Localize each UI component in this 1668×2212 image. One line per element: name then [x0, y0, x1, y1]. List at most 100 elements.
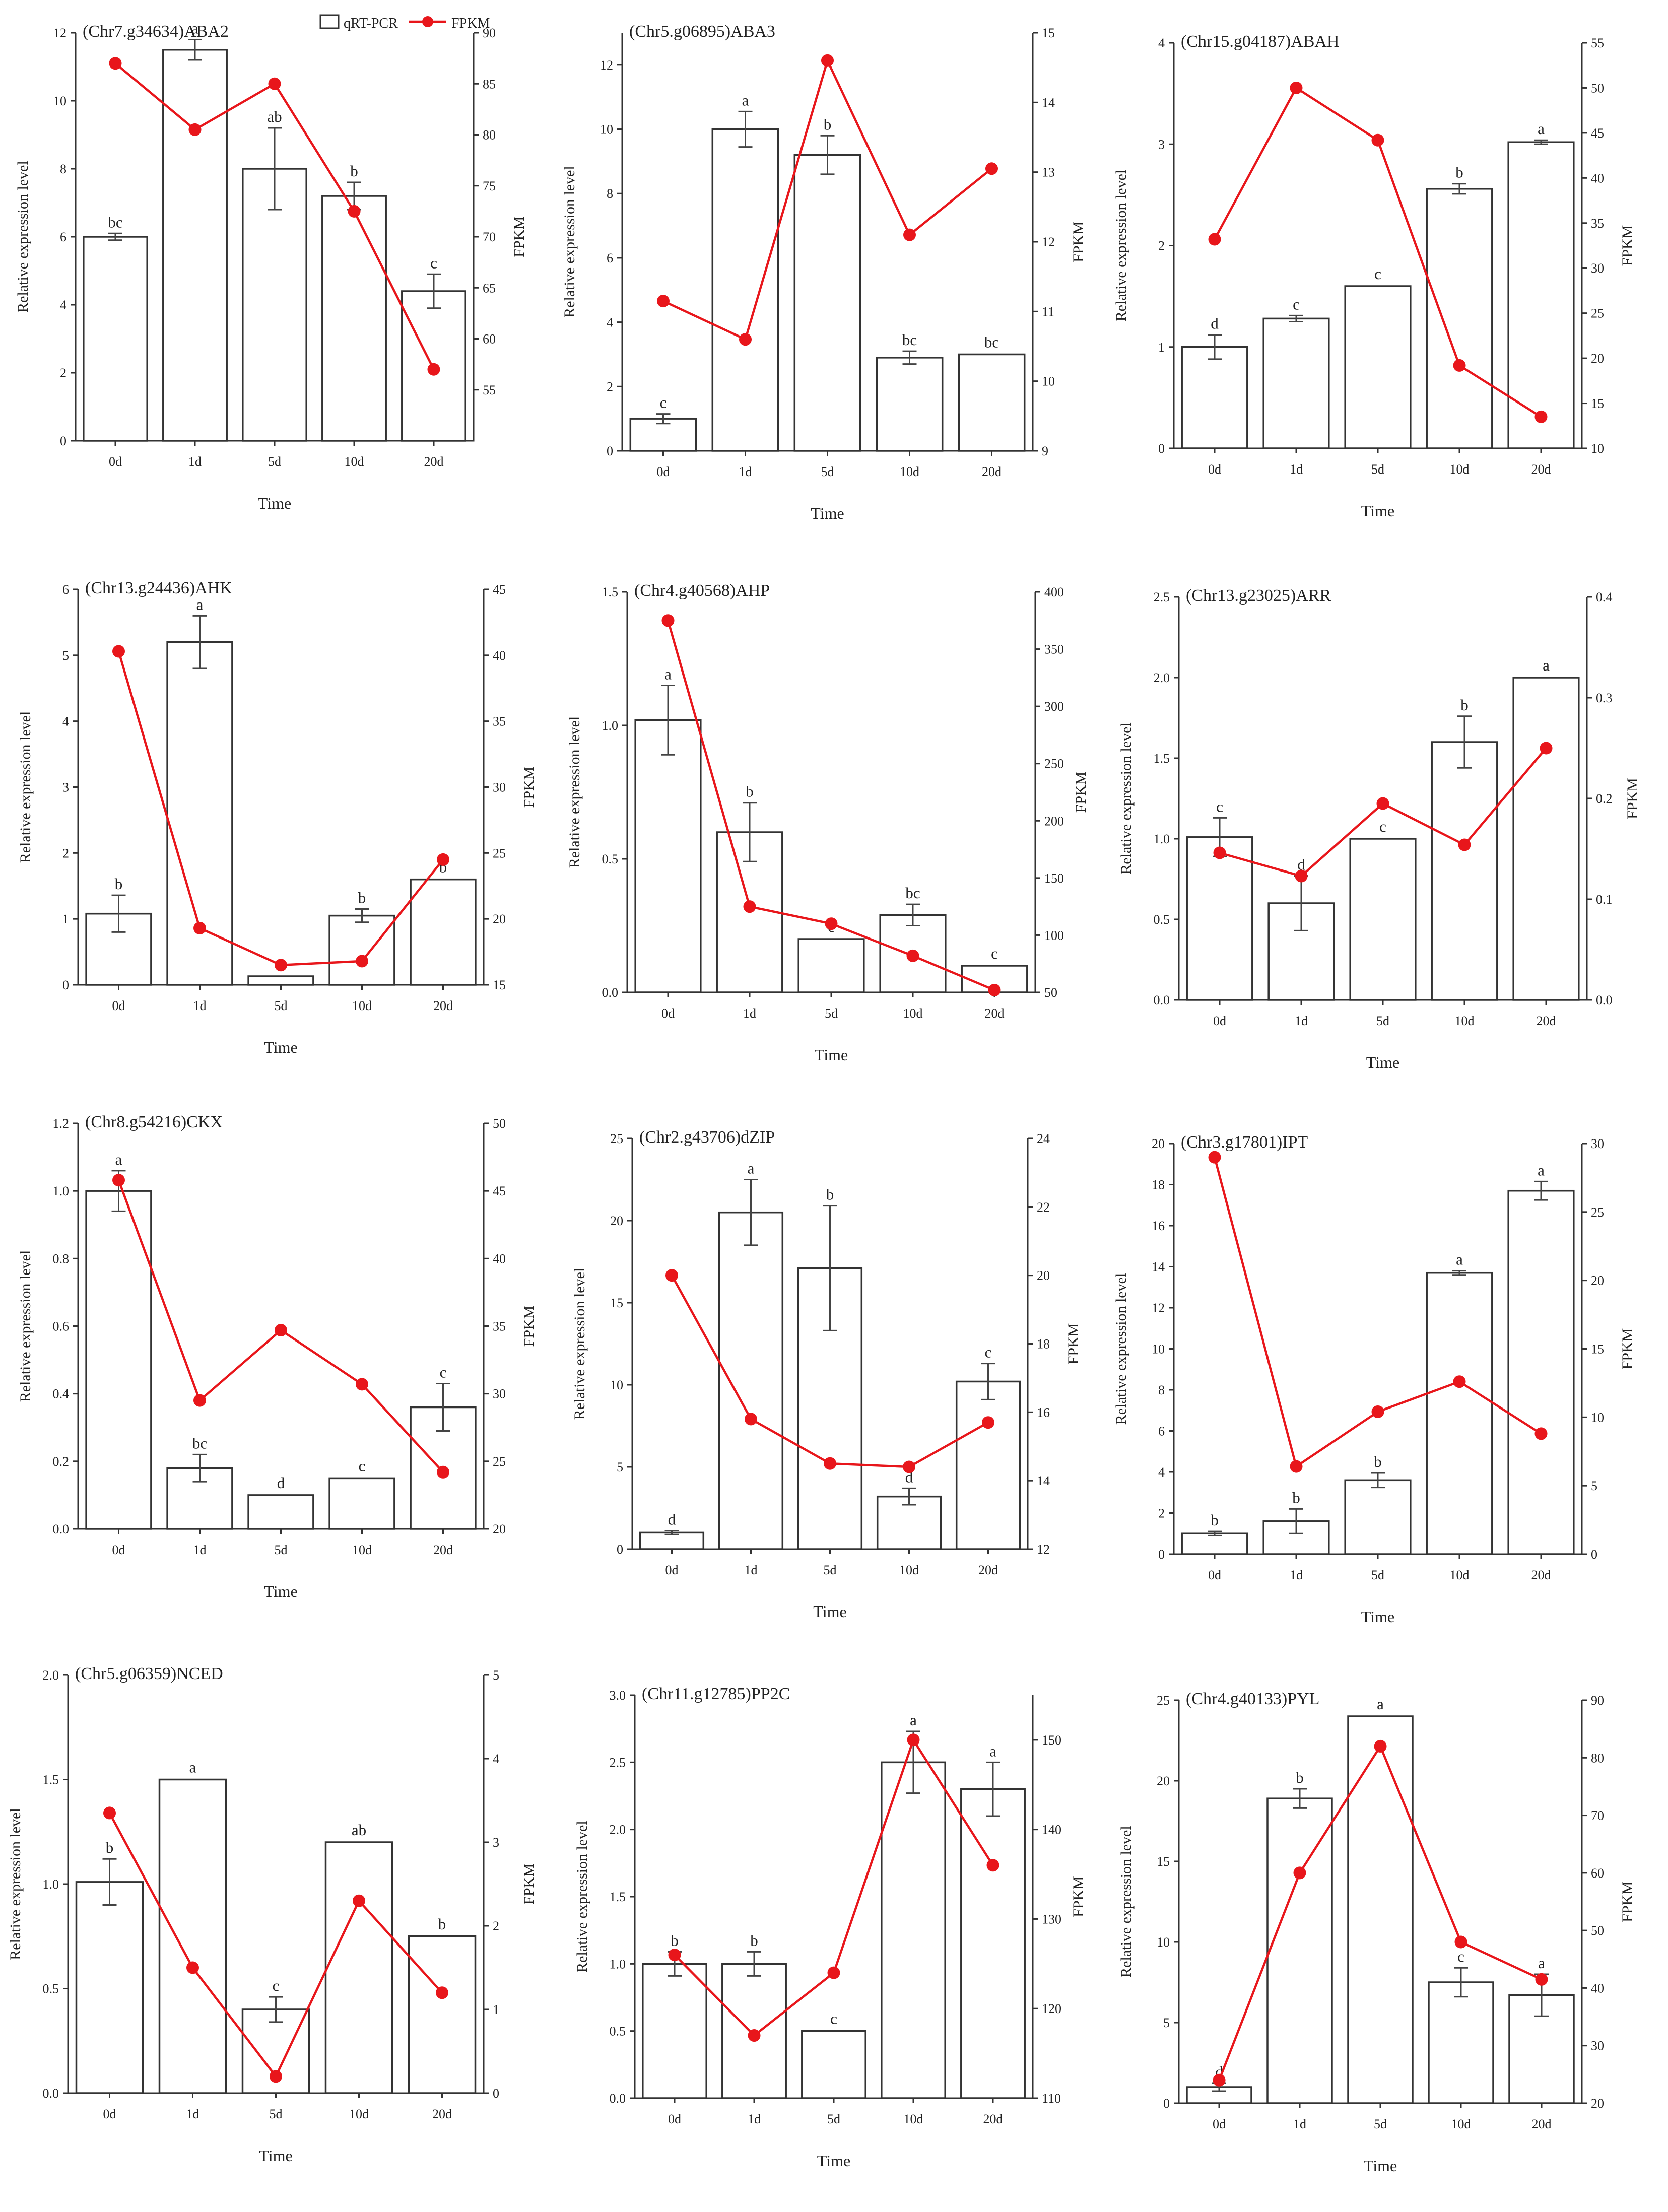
significance-label: bc: [902, 331, 917, 349]
significance-label: d: [277, 1474, 285, 1492]
y-tick-label: 8: [60, 162, 66, 176]
y2-tick-label: 0.0: [1596, 993, 1613, 1008]
significance-label: a: [115, 1151, 122, 1168]
y2-tick-label: 75: [483, 179, 496, 193]
significance-label: b: [671, 1931, 679, 1949]
bar: [1181, 1532, 1248, 1555]
x-tick-label: 5d: [270, 2107, 283, 2121]
significance-label: a: [989, 1742, 996, 1760]
y-tick-label: 2.0: [610, 1823, 626, 1837]
fpkm-point: [1534, 410, 1548, 423]
y2-tick-label: 10: [1042, 374, 1055, 389]
chart-panel: (Chr4.g40568)AHP 0.0 0.5 1.0 1.5 50 100 150 200 2…: [566, 581, 1089, 1064]
y2-tick-label: 50: [493, 1116, 506, 1131]
fpkm-point: [437, 1465, 449, 1479]
chart-panel: (Chr2.g43706)dZIP 0 5 10 15 20 25 12 14 16 18 20 22 2…: [571, 1128, 1082, 1621]
fpkm-point: [903, 1460, 915, 1473]
y2-tick-label: 120: [1042, 2001, 1061, 2016]
y2-tick-label: 100: [1044, 928, 1064, 943]
bar: [1428, 1981, 1494, 2104]
y-axis-title: Relative expression level: [561, 166, 578, 318]
fpkm-point: [1371, 133, 1384, 147]
y2-tick-label: 20: [1591, 2096, 1604, 2111]
significance-label: c: [1457, 1948, 1464, 1965]
panel-title: (Chr13.g24436)AHK: [85, 579, 232, 597]
x-axis-title: Time: [817, 2152, 850, 2170]
y-tick-label: 1.2: [53, 1116, 70, 1131]
y-tick-label: 6: [62, 582, 69, 597]
y-tick-label: 0: [1163, 2096, 1170, 2111]
y2-tick-label: 12: [1037, 1542, 1050, 1557]
x-tick-label: 1d: [748, 2112, 761, 2126]
fpkm-point: [906, 949, 919, 962]
fpkm-point: [186, 1961, 199, 1974]
fpkm-point: [1376, 797, 1389, 810]
chart-panel: (Chr7.g34634)ABA2 0 2 4 6 8 10 12 55 60 65 70 75 80 85…: [15, 20, 527, 513]
fpkm-point: [988, 983, 1001, 996]
y2-tick-label: 90: [1591, 1693, 1604, 1708]
y-tick-label: 0.2: [53, 1454, 70, 1469]
significance-label: d: [668, 1510, 676, 1528]
panel-title: (Chr3.g17801)IPT: [1181, 1133, 1308, 1152]
x-tick-label: 10d: [899, 1563, 919, 1577]
y2-tick-label: 20: [1591, 351, 1604, 366]
y-tick-label: 0.6: [53, 1319, 70, 1334]
x-tick-label: 20d: [424, 454, 444, 469]
fpkm-point: [825, 917, 838, 930]
y-tick-label: 0: [617, 1542, 623, 1557]
fpkm-point: [270, 2070, 282, 2083]
fpkm-point: [1374, 1739, 1387, 1753]
x-tick-label: 1d: [186, 2107, 199, 2121]
y2-tick-label: 130: [1042, 1912, 1061, 1926]
y-tick-label: 25: [610, 1131, 623, 1146]
bar: [1181, 346, 1248, 449]
x-tick-label: 5d: [1371, 462, 1384, 477]
fpkm-point: [1535, 1973, 1548, 1986]
y2-tick-label: 9: [1042, 444, 1048, 458]
y-axis-title: Relative expression level: [566, 716, 583, 868]
significance-label: b: [106, 1839, 114, 1856]
y2-tick-label: 110: [1042, 2091, 1061, 2106]
significance-label: d: [1211, 315, 1219, 332]
y2-tick-label: 30: [1591, 1136, 1604, 1151]
fpkm-point: [112, 645, 125, 658]
fpkm-point: [1208, 233, 1221, 246]
y-tick-label: 5: [62, 648, 69, 663]
y-tick-label: 15: [1157, 1854, 1170, 1869]
y-tick-label: 0: [62, 978, 69, 992]
y-tick-label: 0.0: [610, 2091, 626, 2106]
x-tick-label: 0d: [112, 1543, 125, 1557]
y2-tick-label: 80: [483, 128, 496, 143]
y2-tick-label: 12: [1042, 235, 1055, 249]
x-tick-label: 20d: [432, 2107, 452, 2121]
x-tick-label: 10d: [349, 2107, 369, 2121]
fpkm-point: [1371, 1405, 1384, 1418]
x-axis-title: Time: [1364, 2157, 1397, 2175]
y-tick-label: 3.0: [610, 1688, 626, 1703]
x-axis-title: Time: [258, 494, 291, 512]
bar: [793, 154, 861, 452]
y-tick-label: 10: [53, 94, 66, 108]
significance-label: c: [1293, 295, 1300, 313]
significance-label: b: [824, 115, 832, 133]
significance-label: c: [440, 1364, 447, 1381]
fpkm-point: [356, 1378, 368, 1391]
y2-tick-label: 55: [483, 383, 496, 397]
y2-tick-label: 16: [1037, 1405, 1050, 1420]
x-tick-label: 0d: [665, 1563, 679, 1577]
chart-panel: (Chr15.g04187)ABAH 0 1 2 3 4 10 15 20 25 30 35 40 45 5…: [1113, 32, 1636, 520]
y2-tick-label: 0.1: [1596, 892, 1613, 907]
significance-label: b: [358, 889, 366, 907]
y2-tick-label: 35: [493, 1319, 506, 1334]
significance-label: b: [1460, 696, 1469, 714]
y-tick-label: 20: [1157, 1774, 1170, 1788]
y2-tick-label: 65: [483, 281, 496, 295]
panel-title: (Chr4.g40133)PYL: [1186, 1690, 1319, 1708]
significance-label: b: [1292, 1489, 1300, 1506]
panel-title: (Chr7.g34634)ABA2: [83, 22, 229, 41]
significance-label: a: [910, 1711, 917, 1729]
bar: [711, 128, 779, 452]
y-tick-label: 14: [1152, 1260, 1165, 1275]
y-tick-label: 4: [62, 714, 69, 729]
x-tick-label: 10d: [904, 2112, 923, 2126]
